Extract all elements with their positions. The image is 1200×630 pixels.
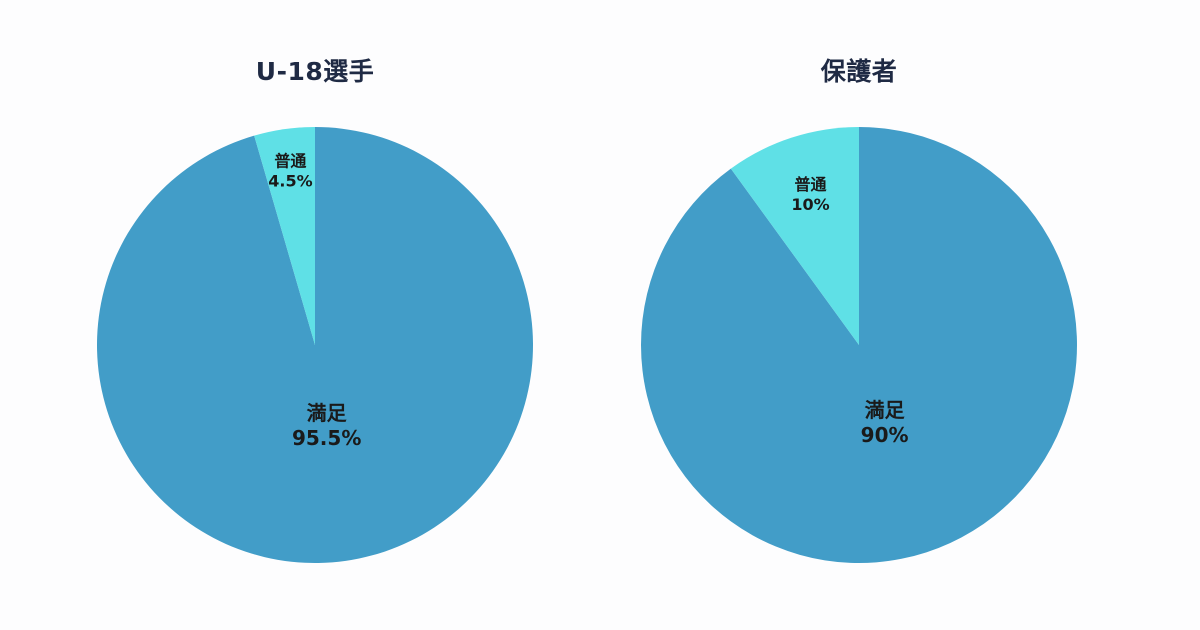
slice-label-u18-0: 満足 95.5% — [292, 401, 361, 450]
slice-value-parents-1: 10% — [791, 195, 829, 214]
pie-slice-parents-0 — [640, 127, 1077, 563]
slice-label-parents-1: 普通 10% — [791, 175, 829, 214]
slice-label-parents-0: 満足 90% — [861, 398, 909, 447]
slice-value-u18-1: 4.5% — [268, 172, 312, 191]
pie-slice-parents-1 — [730, 127, 859, 345]
pie-slice-u18-0 — [97, 127, 534, 563]
chart-title-parents: 保護者 — [820, 57, 898, 86]
slice-category-u18-1: 普通 — [274, 152, 306, 171]
slice-category-parents-0: 満足 — [865, 398, 906, 422]
slice-category-parents-1: 普通 — [794, 175, 826, 194]
slice-label-u18-1: 普通 4.5% — [268, 152, 312, 191]
pie-slice-u18-1 — [254, 127, 315, 345]
chart-title-u18: U-18選手 — [255, 57, 375, 86]
slice-value-parents-0: 90% — [861, 423, 909, 447]
slice-value-u18-0: 95.5% — [292, 426, 361, 450]
slice-category-u18-0: 満足 — [307, 401, 348, 425]
